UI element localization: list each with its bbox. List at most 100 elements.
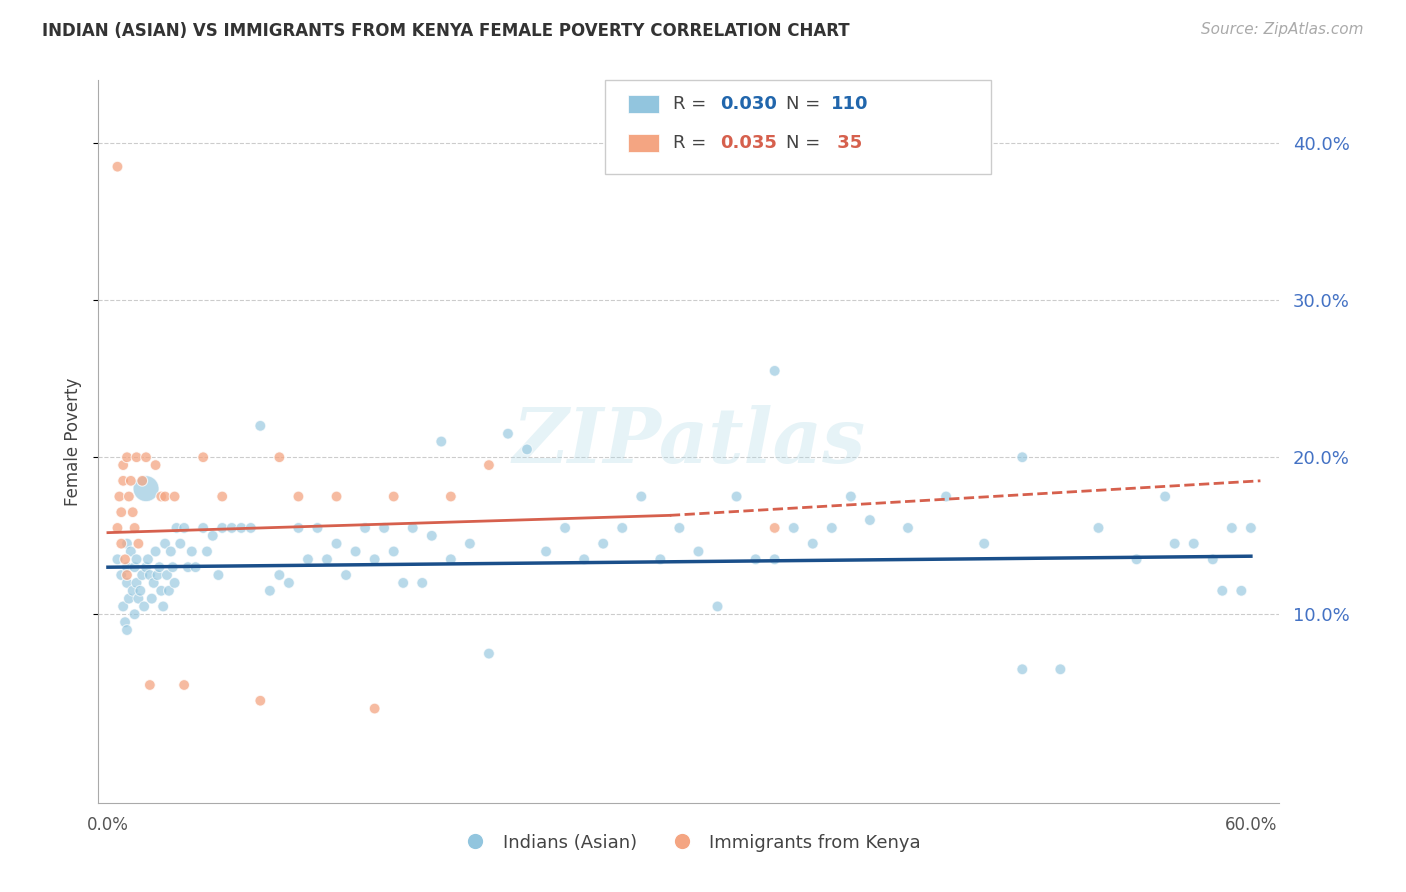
Point xyxy=(121,505,143,519)
Point xyxy=(107,521,129,535)
Point xyxy=(1049,662,1071,676)
Point xyxy=(125,575,148,590)
Point xyxy=(269,568,291,582)
Point xyxy=(110,536,132,550)
Point xyxy=(1202,552,1225,566)
Point xyxy=(177,560,200,574)
Point xyxy=(184,560,207,574)
Point xyxy=(411,575,433,590)
Point xyxy=(115,536,138,550)
Point xyxy=(135,560,157,574)
Point xyxy=(516,442,538,457)
Point xyxy=(135,482,157,496)
Point xyxy=(554,521,576,535)
Point xyxy=(344,544,367,558)
Point xyxy=(152,599,174,614)
Point xyxy=(118,591,141,606)
Point xyxy=(859,513,882,527)
Point xyxy=(153,536,176,550)
Point xyxy=(127,591,149,606)
Point xyxy=(1011,450,1033,465)
Point xyxy=(163,490,186,504)
Point xyxy=(688,544,710,558)
Point xyxy=(110,505,132,519)
Point xyxy=(650,552,672,566)
Text: N =: N = xyxy=(786,134,825,152)
Point xyxy=(211,521,233,535)
Text: 0.030: 0.030 xyxy=(720,95,776,113)
Point xyxy=(1125,552,1147,566)
Point xyxy=(127,536,149,550)
Point xyxy=(173,678,195,692)
Point xyxy=(307,521,329,535)
Legend: Indians (Asian), Immigrants from Kenya: Indians (Asian), Immigrants from Kenya xyxy=(450,826,928,859)
Point xyxy=(1087,521,1109,535)
Point xyxy=(115,575,138,590)
Point xyxy=(325,490,347,504)
Point xyxy=(935,490,957,504)
Point xyxy=(297,552,319,566)
Point xyxy=(1182,536,1205,550)
Point xyxy=(316,552,339,566)
Point xyxy=(440,552,463,566)
Text: Source: ZipAtlas.com: Source: ZipAtlas.com xyxy=(1201,22,1364,37)
Point xyxy=(129,583,152,598)
Point xyxy=(112,458,135,472)
Point xyxy=(153,490,176,504)
Point xyxy=(458,536,481,550)
Point xyxy=(763,364,786,378)
Point xyxy=(249,418,271,433)
Point xyxy=(239,521,262,535)
Point xyxy=(821,521,844,535)
Point xyxy=(112,599,135,614)
Point xyxy=(363,701,385,715)
Point xyxy=(392,575,415,590)
Point xyxy=(145,544,167,558)
Point xyxy=(173,521,195,535)
Point xyxy=(180,544,202,558)
Point xyxy=(156,568,179,582)
Point xyxy=(142,575,165,590)
Point xyxy=(162,560,184,574)
Point xyxy=(110,568,132,582)
Text: INDIAN (ASIAN) VS IMMIGRANTS FROM KENYA FEMALE POVERTY CORRELATION CHART: INDIAN (ASIAN) VS IMMIGRANTS FROM KENYA … xyxy=(42,22,849,40)
Point xyxy=(402,521,425,535)
Point xyxy=(973,536,995,550)
Point xyxy=(287,490,309,504)
Point xyxy=(112,474,135,488)
Point xyxy=(114,615,136,630)
Point xyxy=(430,434,453,449)
Point xyxy=(1163,536,1185,550)
Point xyxy=(163,575,186,590)
Point xyxy=(136,552,159,566)
Point xyxy=(725,490,748,504)
Point xyxy=(706,599,728,614)
Point xyxy=(131,474,153,488)
Point xyxy=(193,450,215,465)
Point xyxy=(440,490,463,504)
Point xyxy=(592,536,614,550)
Point xyxy=(120,544,142,558)
Point xyxy=(169,536,191,550)
Point xyxy=(1230,583,1253,598)
Point xyxy=(195,544,218,558)
Point xyxy=(211,490,233,504)
Point xyxy=(135,450,157,465)
Point xyxy=(131,568,153,582)
Point xyxy=(201,529,224,543)
Point xyxy=(146,568,169,582)
Point xyxy=(166,521,188,535)
Point xyxy=(897,521,920,535)
Point xyxy=(125,450,148,465)
Point xyxy=(124,560,146,574)
Point xyxy=(612,521,634,535)
Point xyxy=(115,450,138,465)
Point xyxy=(382,544,405,558)
Point xyxy=(124,521,146,535)
Point xyxy=(115,568,138,582)
Point xyxy=(478,458,501,472)
Point xyxy=(157,583,180,598)
Point xyxy=(783,521,806,535)
Point xyxy=(1011,662,1033,676)
Point xyxy=(139,568,162,582)
